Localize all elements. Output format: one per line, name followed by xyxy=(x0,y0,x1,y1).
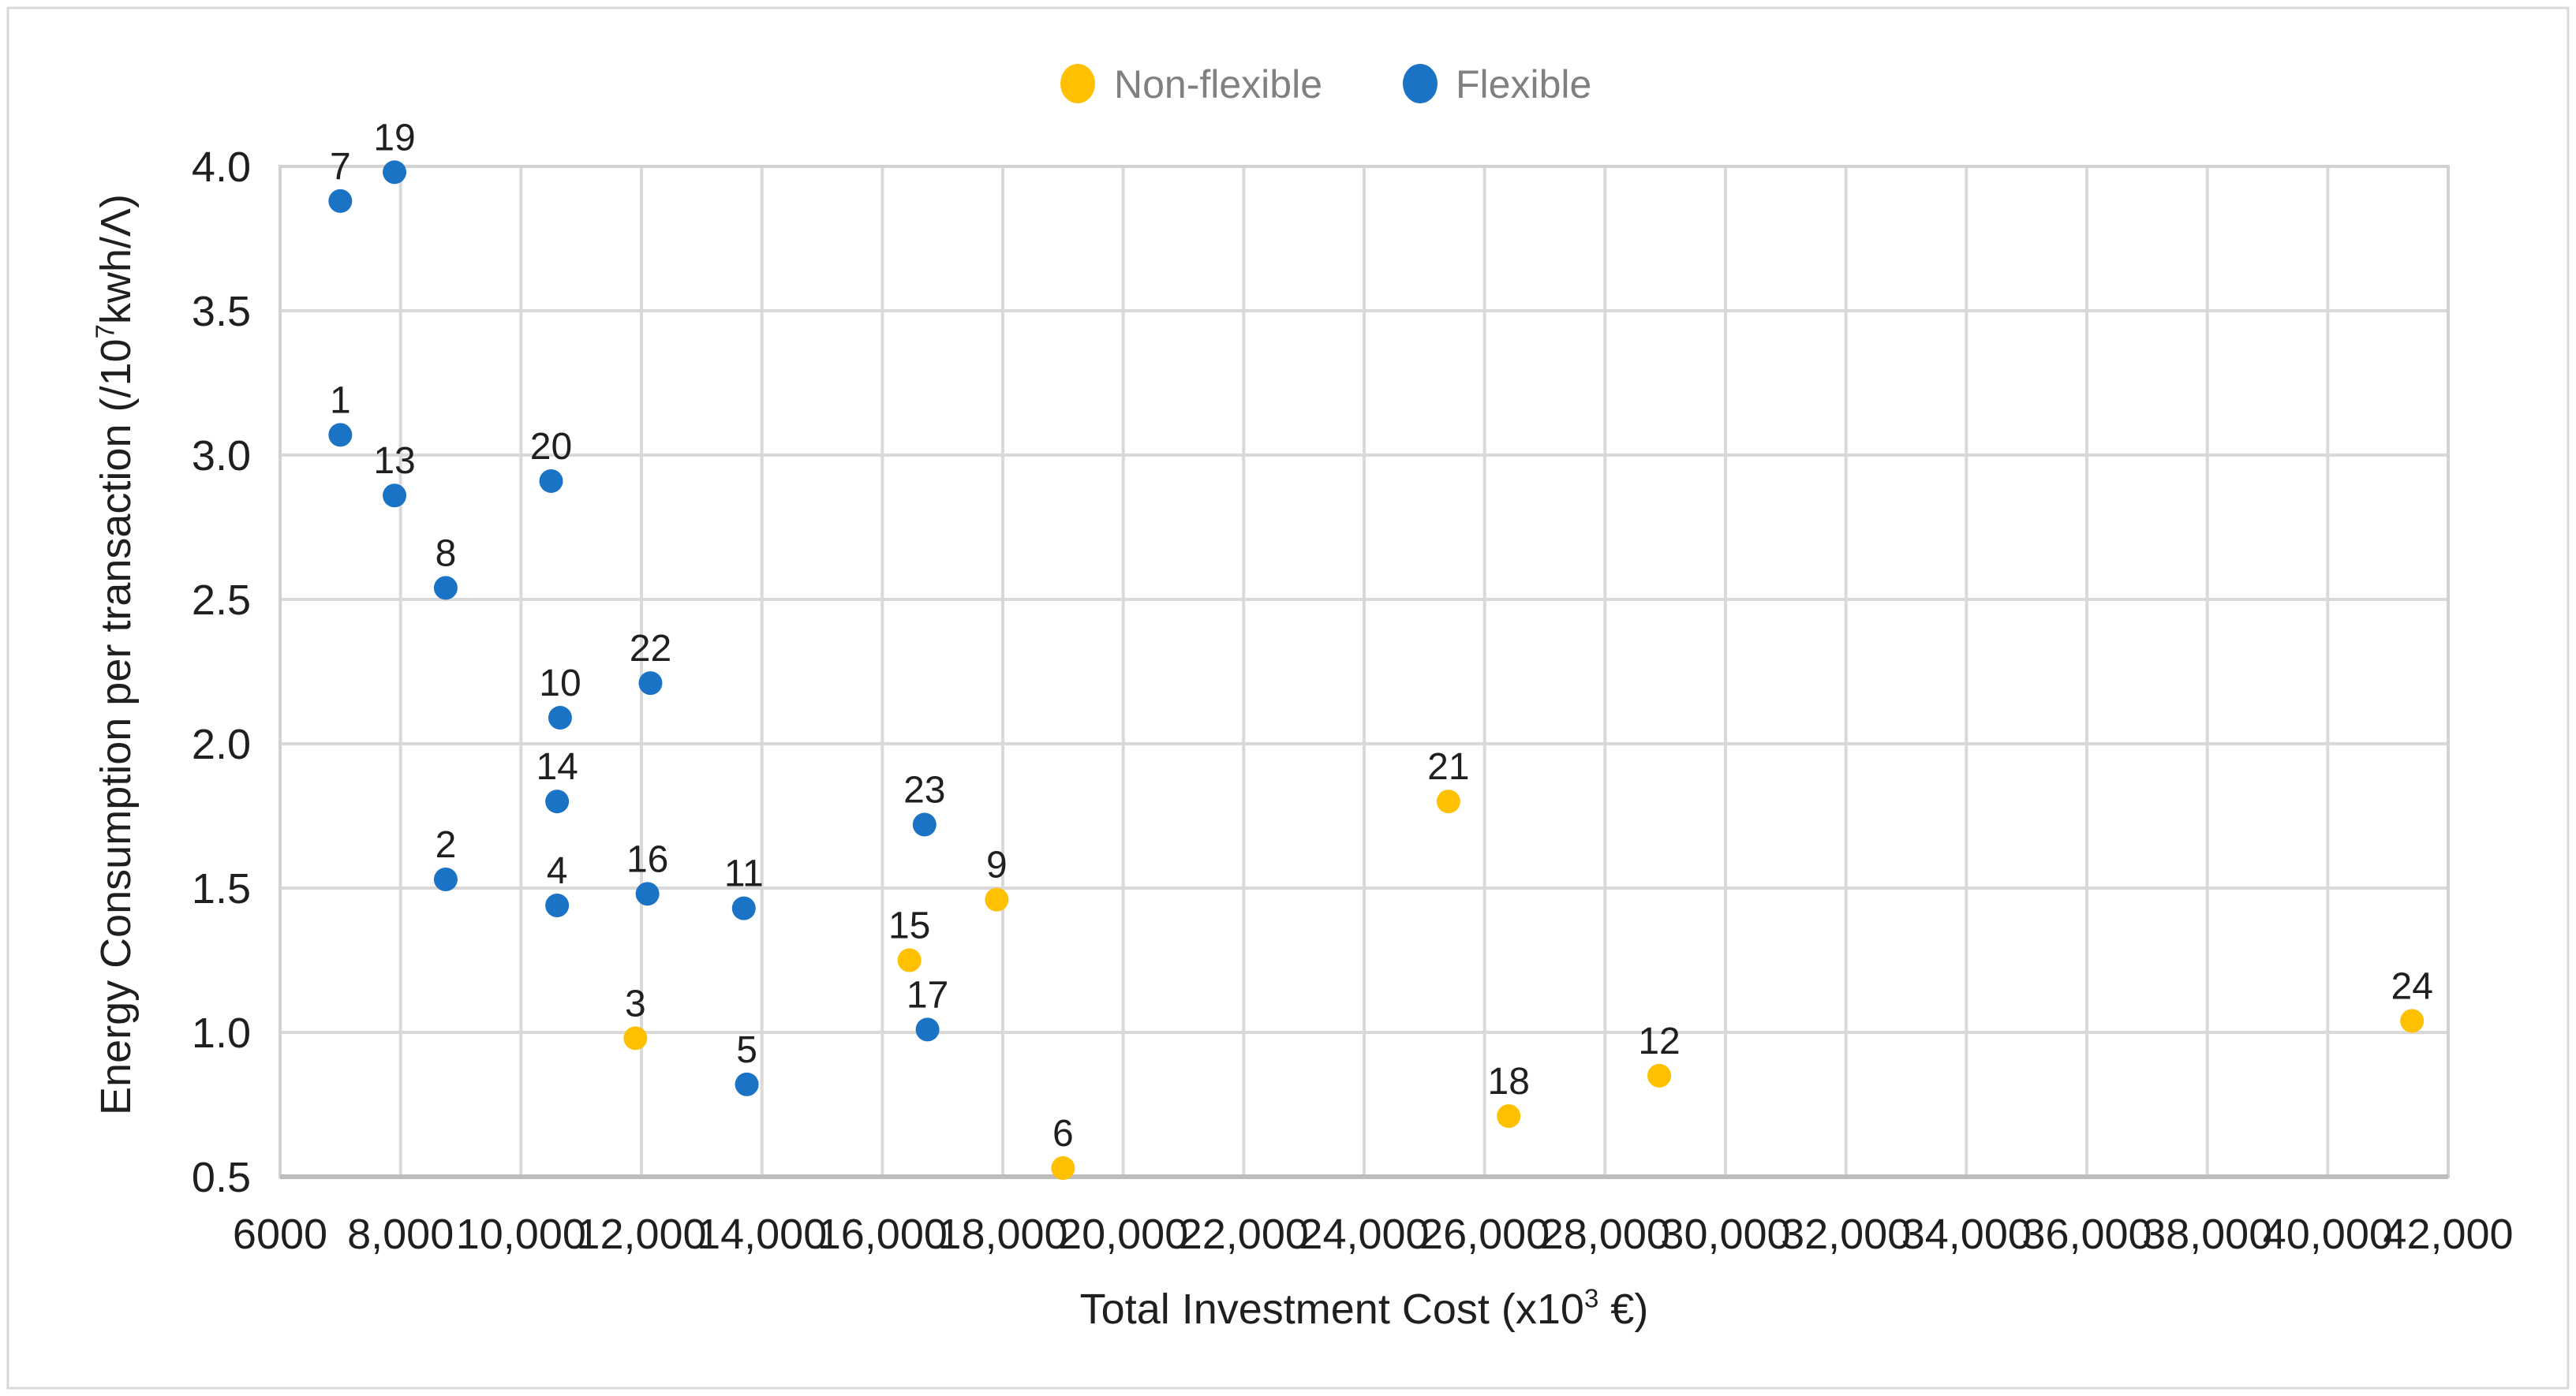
x-tick-label-10000: 10,000 xyxy=(456,1211,586,1258)
y-tick-label-3.5: 3.5 xyxy=(192,288,251,335)
data-point-24 xyxy=(2400,1009,2425,1033)
data-point-label-17: 17 xyxy=(907,974,948,1016)
data-point-10 xyxy=(548,706,572,730)
data-point-label-14: 14 xyxy=(536,746,578,788)
y-tick-label-4.0: 4.0 xyxy=(192,144,251,191)
legend-label-flexible: Flexible xyxy=(1456,62,1591,106)
y-tick-label-1.0: 1.0 xyxy=(192,1010,251,1057)
data-point-16 xyxy=(635,882,660,906)
x-tick-label-34000: 34,000 xyxy=(1901,1211,2032,1258)
data-point-label-9: 9 xyxy=(986,845,1008,886)
x-tick-label-36000: 36,000 xyxy=(2021,1211,2152,1258)
x-axis-title: Total Investment Cost (x103 €) xyxy=(1080,1283,1649,1333)
y-tick-label-2.0: 2.0 xyxy=(192,721,251,768)
x-tick-label-6000: 6000 xyxy=(233,1211,327,1258)
legend-marker-non-flexible xyxy=(1060,64,1095,103)
data-point-14 xyxy=(545,789,570,814)
data-point-label-7: 7 xyxy=(330,146,351,188)
data-point-label-3: 3 xyxy=(625,983,646,1025)
data-point-5 xyxy=(735,1072,759,1096)
data-point-17 xyxy=(915,1017,940,1042)
data-point-7 xyxy=(328,188,353,213)
data-point-9 xyxy=(985,887,1009,912)
data-point-11 xyxy=(731,896,756,920)
x-tick-label-30000: 30,000 xyxy=(1660,1211,1790,1258)
chart-frame-border xyxy=(6,6,2570,1390)
data-point-label-19: 19 xyxy=(373,117,415,159)
data-point-label-6: 6 xyxy=(1052,1113,1074,1155)
data-point-label-16: 16 xyxy=(626,838,668,880)
data-point-label-24: 24 xyxy=(2391,965,2433,1007)
data-point-8 xyxy=(433,576,458,600)
data-point-12 xyxy=(1647,1063,1672,1088)
data-point-label-12: 12 xyxy=(1638,1021,1680,1062)
x-tick-label-40000: 40,000 xyxy=(2263,1211,2393,1258)
x-tick-label-32000: 32,000 xyxy=(1781,1211,1911,1258)
data-point-label-11: 11 xyxy=(724,853,764,895)
x-tick-label-22000: 22,000 xyxy=(1179,1211,1309,1258)
x-tick-label-38000: 38,000 xyxy=(2142,1211,2272,1258)
x-tick-label-16000: 16,000 xyxy=(817,1211,948,1258)
data-point-label-23: 23 xyxy=(903,769,945,811)
x-tick-label-12000: 12,000 xyxy=(576,1211,706,1258)
legend-label-non-flexible: Non-flexible xyxy=(1114,62,1322,106)
x-tick-label-8000: 8,000 xyxy=(347,1211,454,1258)
y-tick-label-3.0: 3.0 xyxy=(192,432,251,480)
y-tick-label-2.5: 2.5 xyxy=(192,577,251,624)
data-point-19 xyxy=(383,160,407,185)
data-point-label-1: 1 xyxy=(330,379,351,421)
data-point-label-13: 13 xyxy=(373,440,415,482)
data-point-label-2: 2 xyxy=(436,824,457,866)
data-point-1 xyxy=(328,423,353,447)
y-tick-label-1.5: 1.5 xyxy=(192,865,251,913)
data-point-13 xyxy=(383,483,407,508)
x-tick-label-26000: 26,000 xyxy=(1419,1211,1550,1258)
data-point-label-4: 4 xyxy=(547,850,568,892)
data-point-3 xyxy=(623,1026,648,1051)
data-point-21 xyxy=(1436,789,1460,814)
data-point-label-20: 20 xyxy=(530,426,572,468)
data-point-23 xyxy=(912,812,937,837)
x-tick-label-24000: 24,000 xyxy=(1299,1211,1429,1258)
data-point-label-8: 8 xyxy=(436,532,457,574)
data-point-22 xyxy=(638,671,663,696)
data-point-label-15: 15 xyxy=(888,905,930,947)
data-point-label-5: 5 xyxy=(736,1029,757,1071)
data-point-20 xyxy=(539,468,563,493)
x-tick-label-42000: 42,000 xyxy=(2383,1211,2513,1258)
data-point-label-10: 10 xyxy=(539,663,581,704)
data-point-label-21: 21 xyxy=(1427,746,1469,788)
x-tick-label-28000: 28,000 xyxy=(1540,1211,1670,1258)
y-tick-label-0.5: 0.5 xyxy=(192,1154,251,1201)
y-axis-title: Energy Consumption per transaction (/107… xyxy=(90,194,140,1115)
data-point-label-18: 18 xyxy=(1488,1061,1530,1103)
data-point-18 xyxy=(1497,1104,1521,1129)
x-tick-label-14000: 14,000 xyxy=(697,1211,827,1258)
legend-marker-flexible xyxy=(1403,64,1438,103)
data-point-6 xyxy=(1051,1156,1075,1181)
data-point-2 xyxy=(433,868,458,892)
x-tick-label-18000: 18,000 xyxy=(937,1211,1067,1258)
x-tick-label-20000: 20,000 xyxy=(1058,1211,1188,1258)
data-point-label-22: 22 xyxy=(630,628,671,670)
data-point-15 xyxy=(897,948,922,972)
data-point-4 xyxy=(545,893,570,917)
